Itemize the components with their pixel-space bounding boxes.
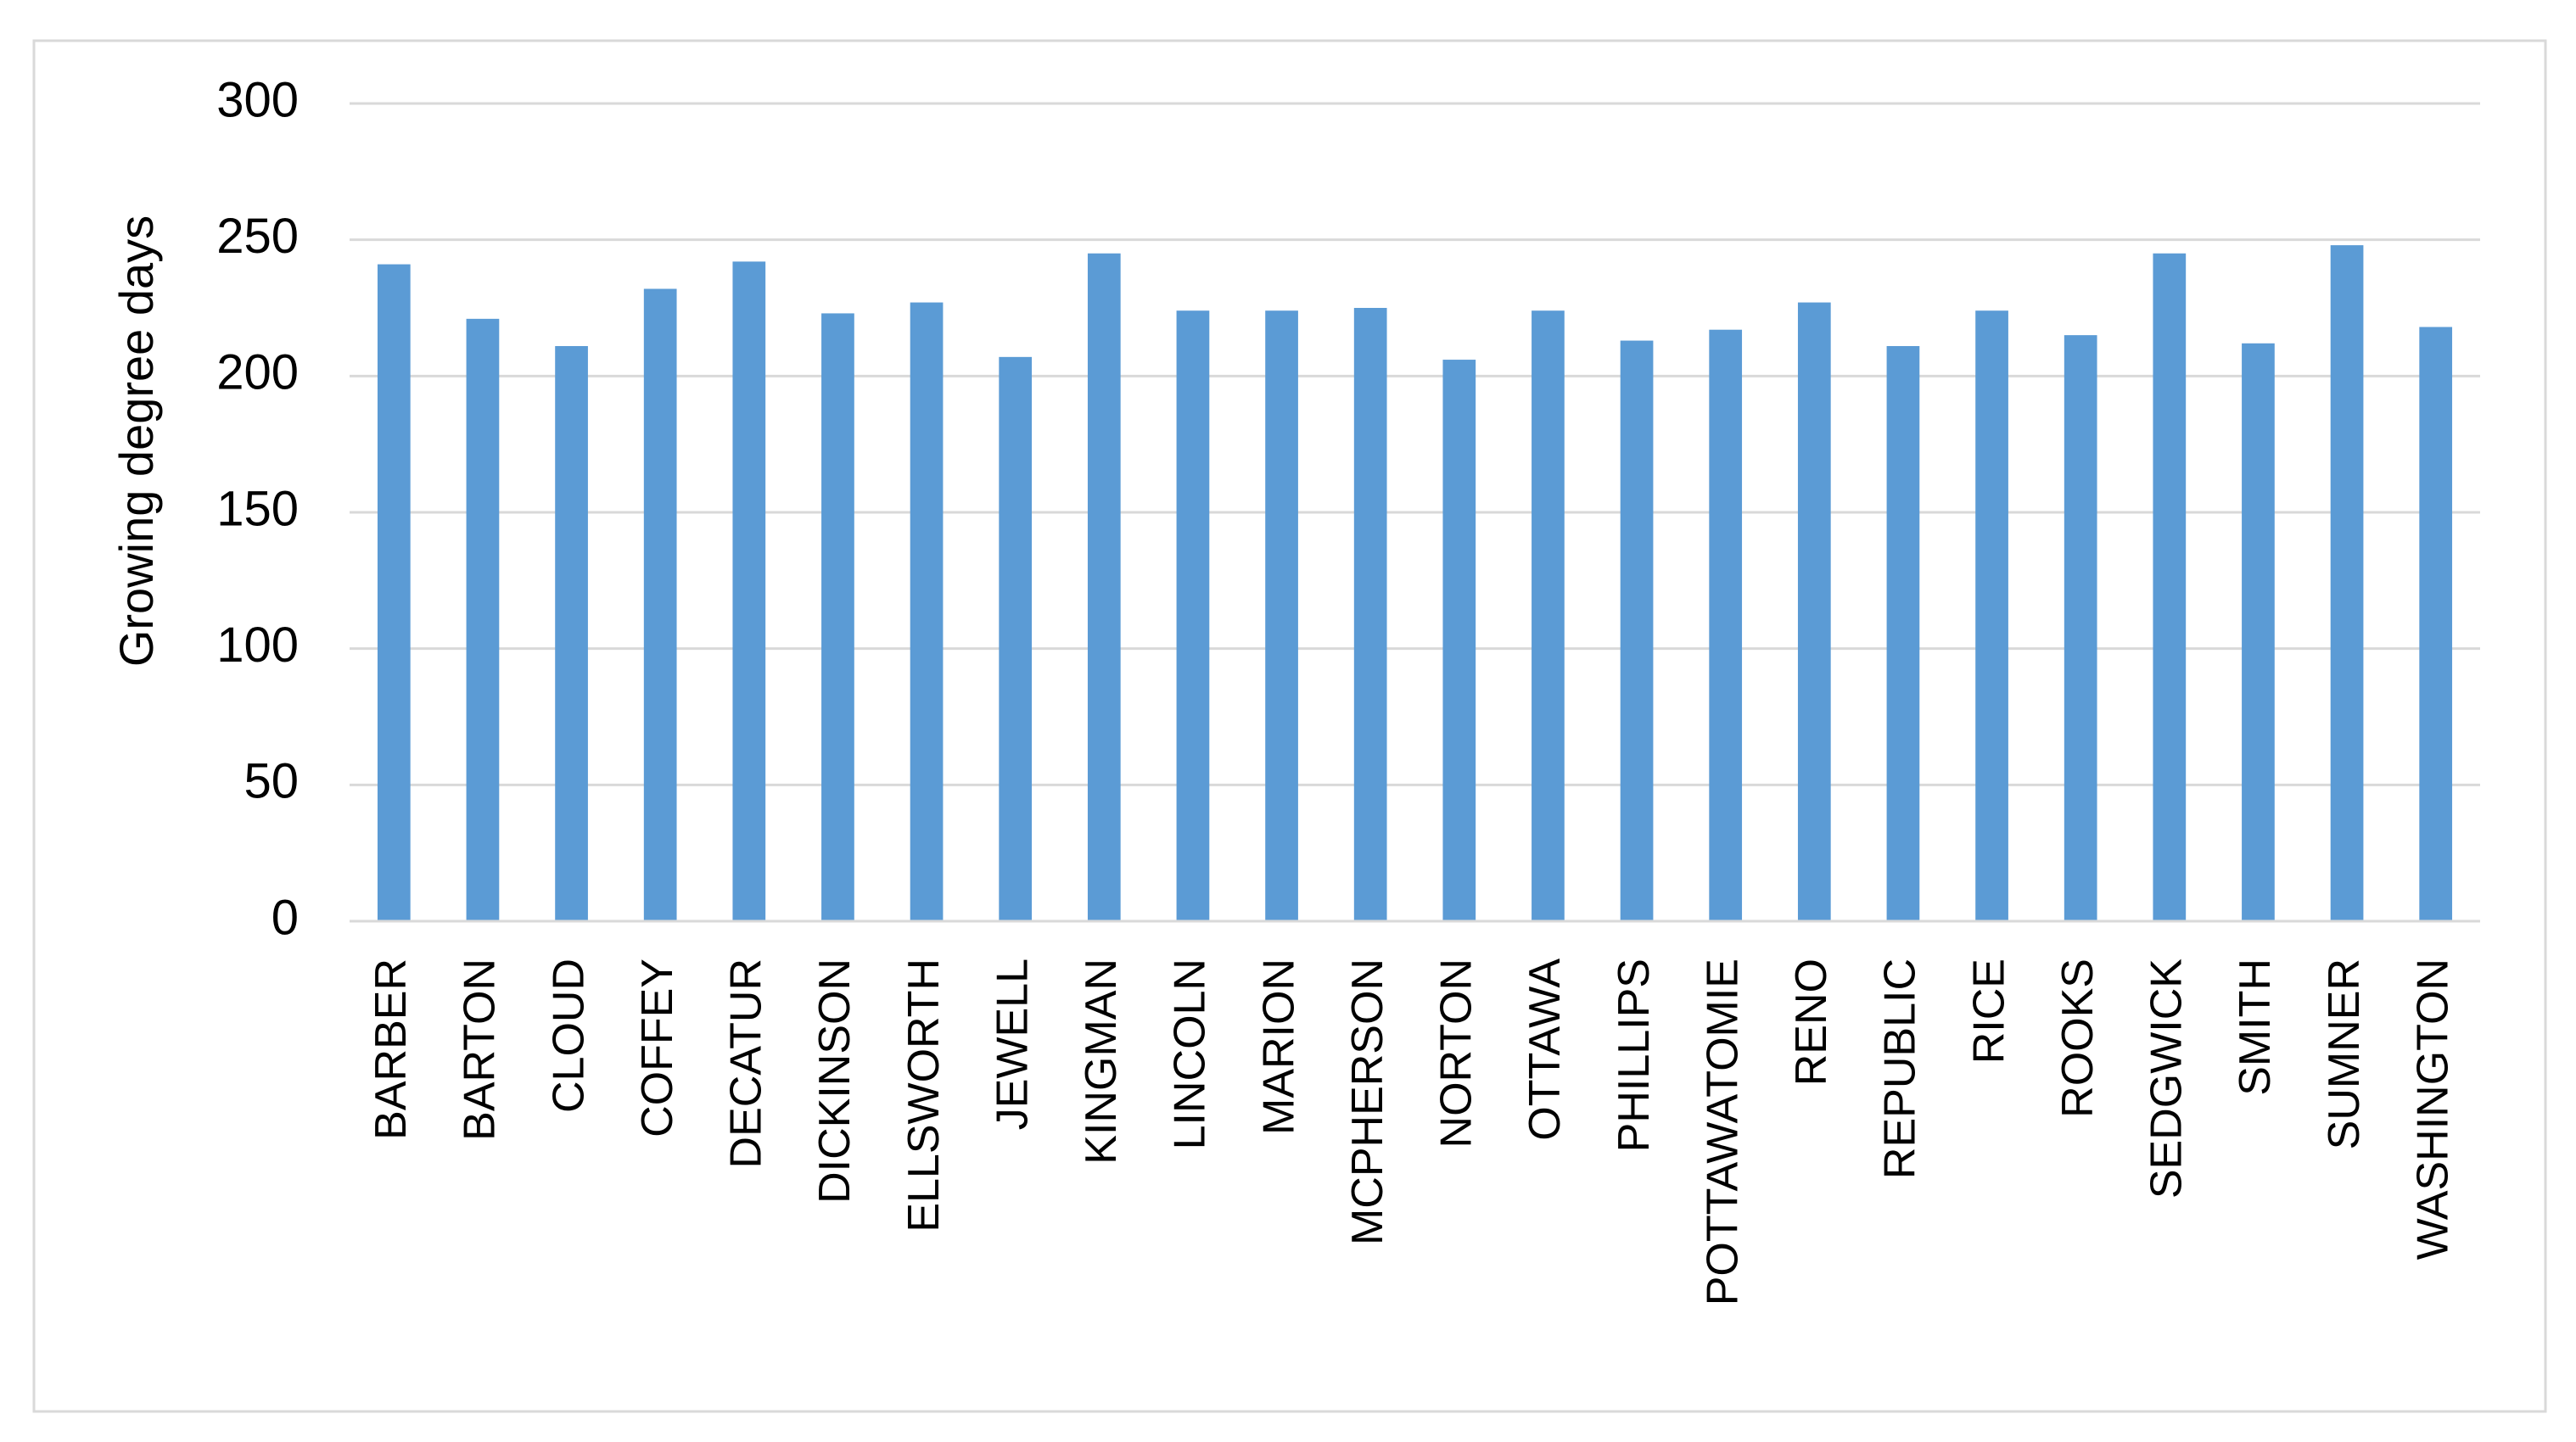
bar xyxy=(1532,310,1565,921)
bar xyxy=(821,313,854,922)
bar xyxy=(732,261,766,922)
x-tick-label: RENO xyxy=(1787,959,1836,1086)
bar xyxy=(643,288,677,921)
x-tick-label: RICE xyxy=(1964,959,2013,1064)
x-tick-label: SEDGWICK xyxy=(2142,959,2192,1199)
bar xyxy=(1975,310,2008,921)
x-tick-label: MCPHERSON xyxy=(1343,959,1392,1245)
x-tick-label: COFFEY xyxy=(633,959,682,1137)
bar xyxy=(1797,302,1831,921)
bar xyxy=(1620,340,1654,921)
bar xyxy=(1353,308,1387,921)
x-tick-label: SUMNER xyxy=(2320,959,2369,1149)
bar xyxy=(2153,253,2187,921)
x-tick-label: WASHINGTON xyxy=(2408,959,2457,1260)
x-tick-label: NORTON xyxy=(1432,959,1481,1148)
bar xyxy=(2242,343,2275,922)
x-tick-label: ROOKS xyxy=(2053,959,2103,1118)
y-tick-label: 100 xyxy=(216,618,299,673)
bar xyxy=(1442,360,1476,921)
x-tick-label: SMITH xyxy=(2231,959,2280,1096)
y-tick-label: 200 xyxy=(216,345,299,400)
bar xyxy=(2330,245,2364,921)
y-tick-label: 0 xyxy=(272,890,299,945)
x-tick-label: BARBER xyxy=(367,959,416,1140)
bar xyxy=(1087,253,1121,921)
x-tick-label: BARTON xyxy=(456,959,505,1141)
x-tick-label: JEWELL xyxy=(988,959,1037,1130)
x-tick-label: DICKINSON xyxy=(810,959,860,1204)
y-axis-title: Growing degree days xyxy=(109,215,163,667)
y-tick-label: 50 xyxy=(244,754,299,809)
bar xyxy=(1886,345,1920,921)
bar xyxy=(466,318,500,921)
bar xyxy=(1709,329,1743,921)
x-tick-label: OTTAWA xyxy=(1520,959,1570,1141)
bar xyxy=(555,345,588,921)
x-tick-label: POTTAWATOMIE xyxy=(1698,959,1747,1305)
bar xyxy=(2419,327,2453,921)
y-tick-label: 250 xyxy=(216,209,299,264)
x-tick-label: MARION xyxy=(1254,959,1303,1135)
bar xyxy=(1176,310,1210,921)
x-tick-label: DECATUR xyxy=(722,959,771,1168)
x-tick-label: CLOUD xyxy=(544,959,593,1113)
bar xyxy=(910,302,944,921)
x-tick-label: ELLSWORTH xyxy=(899,959,949,1232)
x-tick-label: PHILLIPS xyxy=(1610,959,1659,1152)
bar xyxy=(999,356,1033,922)
bar xyxy=(2064,335,2097,922)
bar xyxy=(377,264,411,921)
bar xyxy=(1265,310,1298,921)
y-tick-label: 150 xyxy=(216,481,299,536)
y-tick-label: 300 xyxy=(216,72,299,127)
x-tick-label: LINCOLN xyxy=(1166,959,1215,1149)
x-tick-label: REPUBLIC xyxy=(1876,959,1925,1179)
x-tick-label: KINGMAN xyxy=(1077,959,1126,1165)
